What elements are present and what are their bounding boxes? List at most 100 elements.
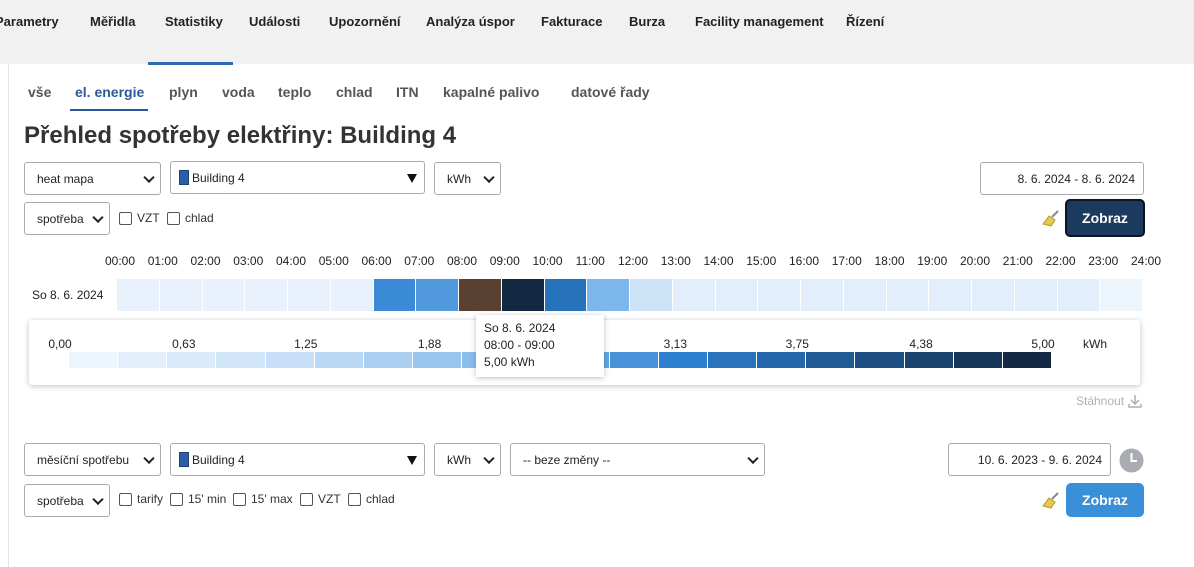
nav-item[interactable]: Fakturace — [541, 14, 603, 29]
nav-item[interactable]: Upozornění — [329, 14, 401, 29]
checkbox[interactable]: chlad — [348, 492, 395, 506]
building-picker[interactable]: Building 4 — [170, 161, 425, 194]
nav-item[interactable]: Měřidla — [90, 14, 136, 29]
clear-icon[interactable] — [1040, 490, 1060, 510]
nav-item[interactable]: Facility management — [695, 14, 824, 29]
heatmap-cell[interactable] — [373, 279, 417, 311]
heatmap-cell[interactable] — [416, 279, 459, 311]
checkbox-box — [233, 492, 246, 506]
legend-swatch — [69, 352, 119, 368]
nav-item[interactable]: Události — [249, 14, 301, 29]
tab[interactable]: ITN — [396, 84, 419, 100]
legend-swatch — [806, 352, 856, 368]
heatmap-cell[interactable] — [843, 279, 887, 311]
nav-item[interactable]: Statistiky — [165, 14, 223, 29]
tab[interactable]: plyn — [169, 84, 198, 100]
checkbox-box — [170, 492, 183, 506]
row-label: So 8. 6. 2024 — [32, 288, 104, 302]
tab[interactable]: datové řady — [571, 84, 650, 100]
checkbox-box — [348, 492, 361, 506]
heatmap-cell[interactable] — [1057, 279, 1101, 311]
chart-type-select-value: heat mapa — [37, 171, 94, 186]
change-select[interactable]: -- beze změny -- — [510, 443, 765, 476]
tooltip-line: So 8. 6. 2024 — [484, 321, 556, 335]
checkbox[interactable]: 15' max — [233, 492, 293, 506]
hour-label: 03:00 — [233, 254, 264, 268]
heatmap-cell[interactable] — [630, 279, 673, 311]
hour-label: 05:00 — [318, 254, 349, 268]
history-icon[interactable] — [1119, 448, 1144, 473]
heatmap-cell[interactable] — [1014, 279, 1058, 311]
legend-swatch — [904, 352, 954, 368]
building-icon — [179, 170, 189, 185]
heatmap-cell[interactable] — [1100, 279, 1143, 311]
heatmap-cell[interactable] — [202, 279, 246, 311]
heatmap-cell[interactable] — [501, 279, 545, 311]
chart-type-select[interactable]: heat mapa — [24, 162, 161, 195]
heatmap-cell[interactable] — [288, 279, 331, 311]
tab[interactable]: voda — [222, 84, 255, 100]
submit-button[interactable]: Zobraz — [1066, 483, 1144, 517]
heatmap-cell[interactable] — [117, 279, 160, 311]
heatmap-cell[interactable] — [544, 279, 588, 311]
heatmap-cell[interactable] — [459, 279, 502, 311]
clear-icon[interactable] — [1040, 208, 1060, 228]
checkbox[interactable]: tarify — [119, 492, 163, 506]
tab[interactable]: vše — [28, 84, 52, 100]
hour-label: 02:00 — [190, 254, 221, 268]
heatmap-cell[interactable] — [758, 279, 801, 311]
date-range-text: 10. 6. 2023 - 9. 6. 2024 — [977, 452, 1102, 467]
legend-tick-label: 3,75 — [785, 337, 809, 351]
heatmap-cell[interactable] — [715, 279, 759, 311]
hour-label: 14:00 — [703, 254, 734, 268]
tab[interactable]: el. energie — [75, 84, 145, 100]
legend-swatch — [363, 352, 414, 368]
legend-tick-label: 0,63 — [172, 337, 196, 351]
heatmap-cell[interactable] — [245, 279, 288, 311]
hour-label: 20:00 — [959, 254, 991, 268]
hour-label: 10:00 — [532, 254, 563, 268]
date-range[interactable]: 8. 6. 2024 - 8. 6. 2024 — [980, 162, 1144, 195]
chart-type-select[interactable]: měsíční spotřebu — [24, 443, 161, 476]
tab[interactable]: teplo — [278, 84, 312, 100]
heatmap-cell[interactable] — [801, 279, 844, 311]
checkbox[interactable]: VZT — [119, 211, 160, 225]
nav-item[interactable]: Parametry — [0, 14, 59, 29]
checkbox-label: 15' min — [188, 492, 227, 506]
legend-swatch — [757, 352, 807, 368]
measure-select-value: spotřeba — [37, 211, 84, 226]
unit-select[interactable]: kWh — [434, 443, 501, 476]
unit-select[interactable]: kWh — [434, 162, 501, 195]
hour-label: 17:00 — [831, 254, 862, 268]
nav-item[interactable]: Řízení — [846, 14, 885, 29]
heatmap-cell[interactable] — [672, 279, 716, 311]
legend-swatch — [609, 352, 659, 368]
heatmap-cell[interactable] — [587, 279, 630, 311]
tooltip: So 8. 6. 2024 08:00 - 09:00 5,00 kWh — [476, 315, 604, 377]
building-picker[interactable]: Building 4 — [170, 443, 425, 476]
heatmap-cell[interactable] — [972, 279, 1015, 311]
nav-item[interactable]: Burza — [629, 14, 666, 29]
checkbox-label: chlad — [185, 211, 214, 225]
heatmap-cell[interactable] — [886, 279, 930, 311]
heatmap-cell[interactable] — [929, 279, 972, 311]
tab[interactable]: chlad — [336, 84, 373, 100]
hour-label: 08:00 — [446, 254, 478, 268]
tab-active-indicator — [70, 109, 148, 111]
submit-button[interactable]: Zobraz — [1065, 199, 1145, 237]
nav-item[interactable]: Analýza úspor — [426, 14, 515, 29]
heatmap-cell[interactable] — [330, 279, 374, 311]
date-range[interactable]: 10. 6. 2023 - 9. 6. 2024 — [948, 443, 1111, 476]
measure-select[interactable]: spotřeba — [24, 484, 110, 517]
download-link[interactable]: Stáhnout — [1076, 394, 1142, 408]
heatmap-cell[interactable] — [159, 279, 203, 311]
measure-select[interactable]: spotřeba — [24, 202, 110, 235]
tab[interactable]: kapalné palivo — [443, 84, 540, 100]
checkbox[interactable]: chlad — [167, 211, 214, 225]
hour-label: 07:00 — [404, 254, 435, 268]
legend-tick-label: 5,00 — [1031, 337, 1055, 351]
checkbox[interactable]: 15' min — [170, 492, 226, 506]
checkbox[interactable]: VZT — [300, 492, 341, 506]
checkbox-label: 15' max — [251, 492, 293, 506]
